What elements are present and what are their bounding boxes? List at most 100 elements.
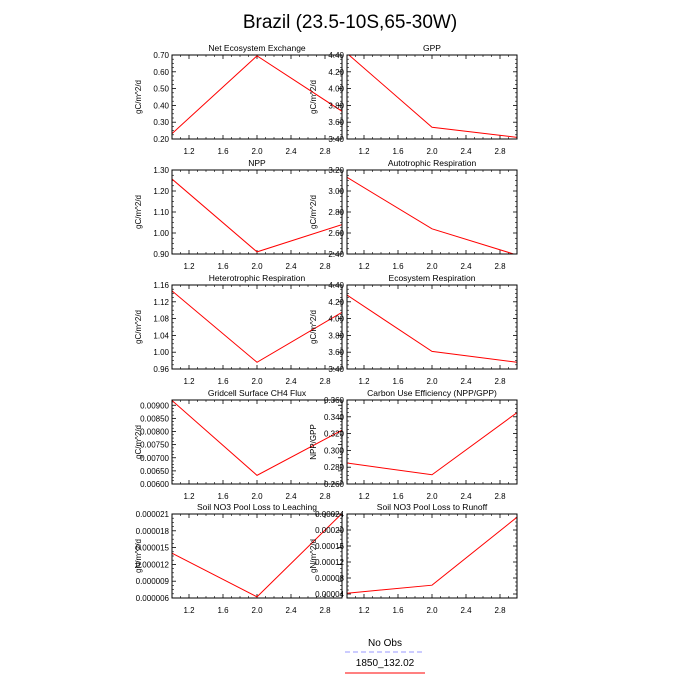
series-line bbox=[172, 514, 342, 598]
plot-frame bbox=[171, 513, 343, 599]
panel: Net Ecosystem Exchange gC/m^2/d 1.2 1.6 2.0 2… bbox=[134, 43, 343, 156]
y-tick-label: 0.00800 bbox=[140, 428, 169, 437]
y-tick-label: 3.60 bbox=[328, 348, 344, 357]
x-tick-label: 1.6 bbox=[217, 377, 229, 386]
x-tick-label: 2.8 bbox=[494, 147, 506, 156]
y-tick-label: 0.50 bbox=[153, 85, 169, 94]
x-tick-label: 2.8 bbox=[319, 492, 331, 501]
y-axis-title: NPP/GPP bbox=[309, 424, 318, 460]
y-tick-label: 2.80 bbox=[328, 208, 344, 217]
y-tick-label: 2.60 bbox=[328, 229, 344, 238]
y-tick-label: 1.04 bbox=[153, 331, 169, 340]
y-tick-label: 0.000006 bbox=[136, 594, 170, 603]
y-tick-label: 0.00850 bbox=[140, 414, 169, 423]
panel: Gridcell Surface CH4 Flux gC/m^2/d 1.2 1.6 2… bbox=[134, 388, 343, 501]
y-tick-label: 0.000021 bbox=[136, 510, 170, 519]
x-tick-label: 1.2 bbox=[183, 606, 195, 615]
x-tick-label: 1.6 bbox=[392, 492, 404, 501]
series-line bbox=[347, 176, 516, 254]
plot-frame bbox=[346, 284, 518, 370]
x-tick-label: 1.2 bbox=[358, 492, 370, 501]
panel: Autotrophic Respiration gC/m^2/d 1.2 1.6 2.0… bbox=[309, 158, 518, 271]
series-line bbox=[172, 290, 342, 363]
y-tick-label: 3.20 bbox=[328, 166, 344, 175]
x-tick-label: 2.0 bbox=[251, 262, 263, 271]
x-tick-label: 2.4 bbox=[285, 606, 297, 615]
y-tick-label: 0.00900 bbox=[140, 401, 169, 410]
panel-title: Soil NO3 Pool Loss to Leaching bbox=[197, 502, 317, 512]
x-tick-label: 1.6 bbox=[217, 492, 229, 501]
x-tick-label: 1.2 bbox=[183, 147, 195, 156]
y-tick-label: 3.60 bbox=[328, 118, 344, 127]
series-line bbox=[347, 294, 517, 363]
y-tick-label: 4.00 bbox=[328, 315, 344, 324]
y-tick-label: 1.16 bbox=[153, 281, 169, 290]
x-tick-label: 1.6 bbox=[392, 606, 404, 615]
x-tick-label: 2.0 bbox=[251, 377, 263, 386]
panel: Ecosystem Respiration gC/m^2/d 1.2 1.6 2.0 2.… bbox=[309, 273, 518, 386]
panel: Carbon Use Efficiency (NPP/GPP) NPP/GPP 1.… bbox=[309, 388, 518, 501]
x-tick-label: 2.4 bbox=[460, 147, 472, 156]
y-axis-title: gN/m^2/d bbox=[309, 539, 318, 573]
y-tick-label: 0.00650 bbox=[140, 467, 169, 476]
panel-title: Carbon Use Efficiency (NPP/GPP) bbox=[367, 388, 497, 398]
y-tick-label: 4.00 bbox=[328, 85, 344, 94]
x-tick-label: 1.6 bbox=[392, 147, 404, 156]
x-tick-label: 2.0 bbox=[426, 147, 438, 156]
x-tick-label: 2.4 bbox=[460, 262, 472, 271]
y-tick-label: 1.00 bbox=[153, 229, 169, 238]
series-line bbox=[172, 178, 342, 253]
y-tick-label: 0.00750 bbox=[140, 441, 169, 450]
y-tick-label: 0.000009 bbox=[136, 577, 170, 586]
panel-title: Soil NO3 Pool Loss to Runoff bbox=[377, 502, 488, 512]
x-tick-label: 1.2 bbox=[358, 262, 370, 271]
x-tick-label: 1.6 bbox=[217, 606, 229, 615]
panel-title: Net Ecosystem Exchange bbox=[208, 43, 306, 53]
y-axis-title: gC/m^2/d bbox=[134, 195, 143, 229]
x-tick-label: 2.0 bbox=[426, 262, 438, 271]
x-tick-label: 1.6 bbox=[392, 262, 404, 271]
series-line bbox=[347, 516, 517, 594]
series-line bbox=[348, 55, 517, 138]
x-tick-label: 2.4 bbox=[285, 147, 297, 156]
y-tick-label: 3.00 bbox=[328, 187, 344, 196]
x-tick-label: 2.0 bbox=[251, 147, 263, 156]
y-axis-title: gC/m^2/d bbox=[134, 80, 143, 114]
x-tick-label: 1.2 bbox=[358, 147, 370, 156]
series-line bbox=[347, 412, 517, 476]
y-tick-label: 4.40 bbox=[328, 51, 344, 60]
y-tick-label: 3.80 bbox=[328, 331, 344, 340]
y-tick-label: 0.260 bbox=[324, 480, 345, 489]
legend-label: No Obs bbox=[368, 638, 402, 649]
y-tick-label: 1.10 bbox=[153, 208, 169, 217]
y-tick-label: 0.00016 bbox=[315, 542, 344, 551]
panel-title: Heterotrophic Respiration bbox=[209, 273, 306, 283]
x-tick-label: 1.2 bbox=[358, 606, 370, 615]
x-tick-label: 2.8 bbox=[319, 606, 331, 615]
panel: GPP gC/m^2/d 1.2 1.6 2.0 2.4 2.8 3.40 3.60 3.80 4.… bbox=[309, 43, 518, 156]
plot-frame bbox=[346, 399, 518, 485]
y-tick-label: 0.20 bbox=[153, 135, 169, 144]
y-axis-title: gC/m^2/d bbox=[134, 425, 143, 459]
y-axis-title: gC/m^2/d bbox=[309, 310, 318, 344]
y-tick-label: 0.300 bbox=[324, 446, 345, 455]
x-tick-label: 2.0 bbox=[426, 492, 438, 501]
legend-label: 1850_132.02 bbox=[356, 658, 415, 669]
y-tick-label: 4.20 bbox=[328, 68, 344, 77]
y-tick-label: 0.00024 bbox=[315, 510, 344, 519]
x-tick-label: 2.8 bbox=[319, 262, 331, 271]
series-line bbox=[172, 400, 342, 476]
y-tick-label: 0.70 bbox=[153, 51, 169, 60]
y-tick-label: 0.00008 bbox=[315, 574, 344, 583]
plot-frame bbox=[346, 54, 518, 140]
panel-grid: Net Ecosystem Exchange gC/m^2/d 1.2 1.6 2.0 2… bbox=[134, 43, 518, 615]
y-tick-label: 0.60 bbox=[153, 68, 169, 77]
x-tick-label: 2.4 bbox=[460, 492, 472, 501]
x-tick-label: 2.0 bbox=[251, 606, 263, 615]
panel: Soil NO3 Pool Loss to Runoff gN/m^2/d 1.2 1… bbox=[309, 502, 518, 615]
y-tick-label: 0.96 bbox=[153, 365, 169, 374]
legend: No Obs 1850_132.02 bbox=[345, 638, 425, 674]
panel-title: Ecosystem Respiration bbox=[389, 273, 476, 283]
